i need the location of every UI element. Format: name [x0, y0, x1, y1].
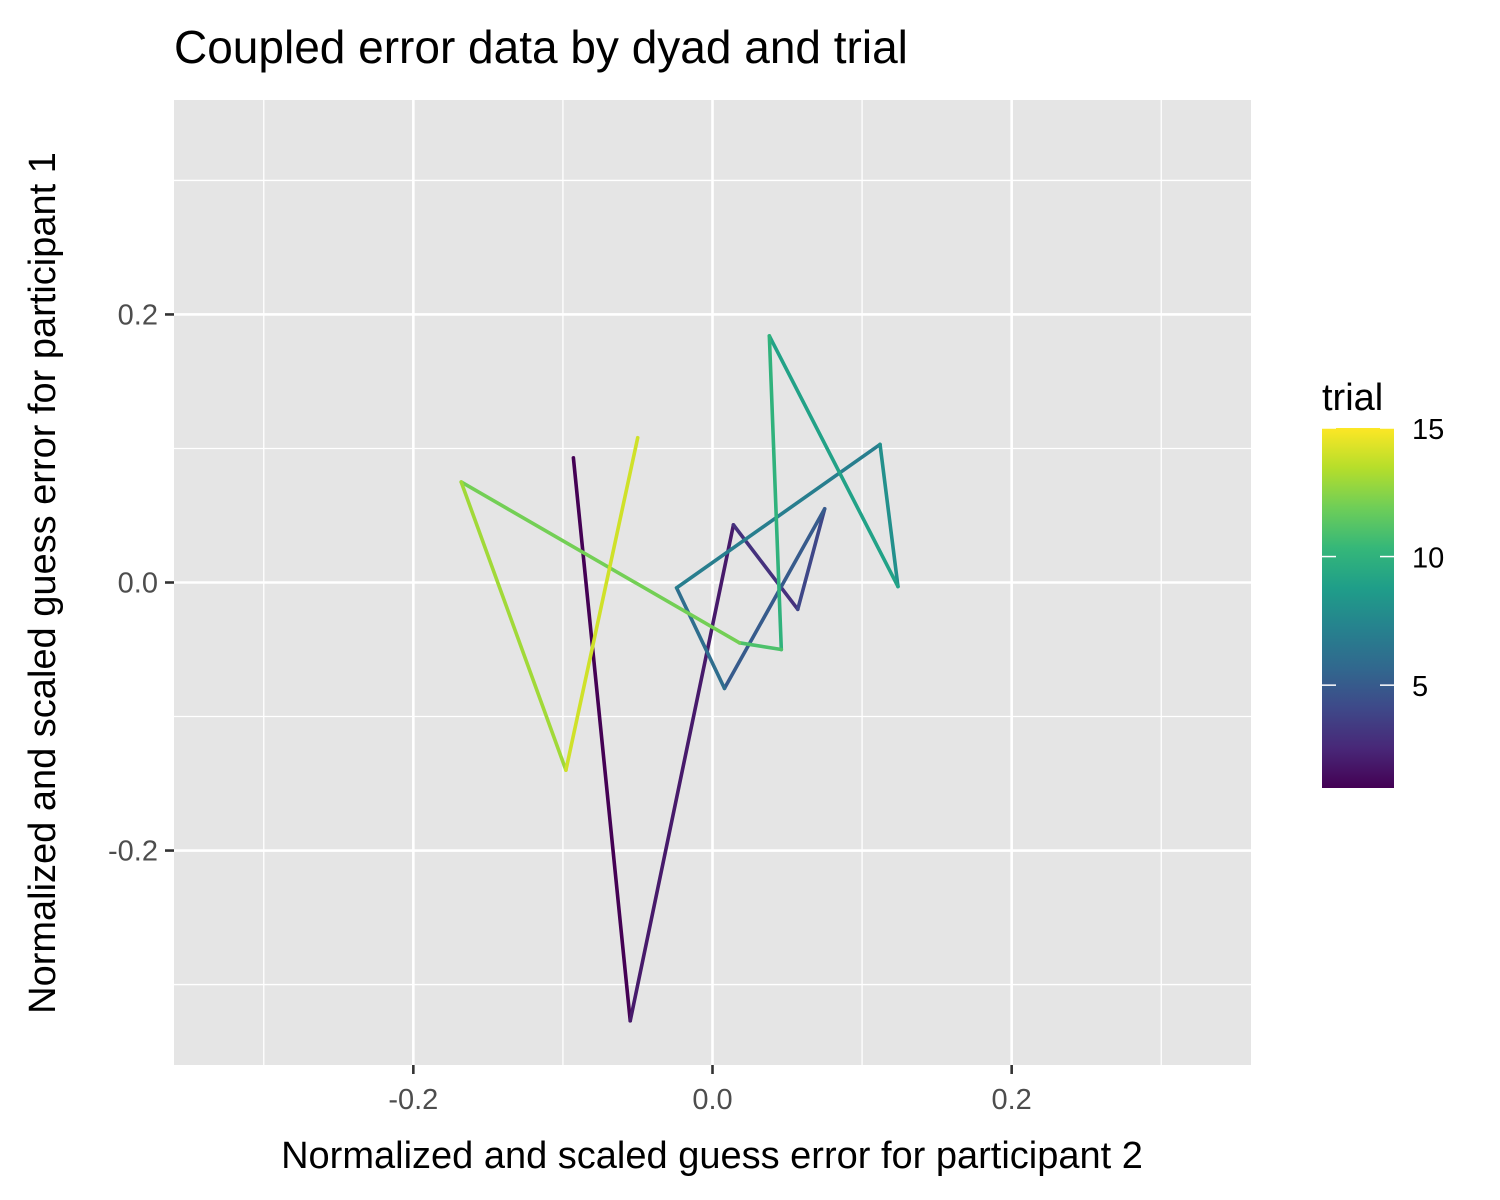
x-axis: -0.2 0.0 0.2	[388, 1065, 1032, 1116]
trajectory-segment	[795, 506, 827, 612]
y-tick-label: -0.2	[108, 836, 158, 868]
y-axis-title: Normalized and scaled guess error for pa…	[22, 152, 64, 1014]
x-axis-title: Normalized and scaled guess error for pa…	[281, 1135, 1143, 1177]
legend-tick-label: 15	[1412, 414, 1444, 446]
legend-ticks: 5 10 15	[1322, 414, 1444, 703]
grid-major	[174, 100, 1251, 1065]
trajectory-segment	[674, 442, 882, 590]
trajectory-segment	[737, 641, 784, 652]
trajectory-segment	[564, 435, 640, 772]
color-legend: trial 5 10 15	[1322, 377, 1444, 788]
trajectory-segment	[674, 586, 727, 691]
legend-title: trial	[1322, 377, 1383, 419]
trajectory-segment	[767, 334, 784, 652]
trajectory-segment	[459, 480, 742, 645]
x-tick-label: 0.2	[992, 1084, 1032, 1116]
trajectory-segment	[628, 523, 736, 1023]
legend-tick-label: 5	[1412, 671, 1428, 703]
trajectory-segment	[722, 506, 827, 691]
y-tick-label: 0.2	[118, 299, 158, 331]
trajectory-segments	[459, 334, 900, 1023]
legend-colorbar	[1322, 428, 1394, 788]
y-axis: -0.2 0.0 0.2	[108, 299, 174, 868]
legend-tick-label: 10	[1412, 543, 1444, 575]
y-tick-label: 0.0	[118, 568, 158, 600]
trajectory-segment	[878, 442, 900, 589]
x-tick-label: 0.0	[692, 1084, 732, 1116]
trajectory-segment	[767, 334, 900, 589]
chart-title: Coupled error data by dyad and trial	[174, 21, 908, 73]
trajectory-segment	[459, 480, 568, 772]
x-tick-label: -0.2	[388, 1084, 438, 1116]
